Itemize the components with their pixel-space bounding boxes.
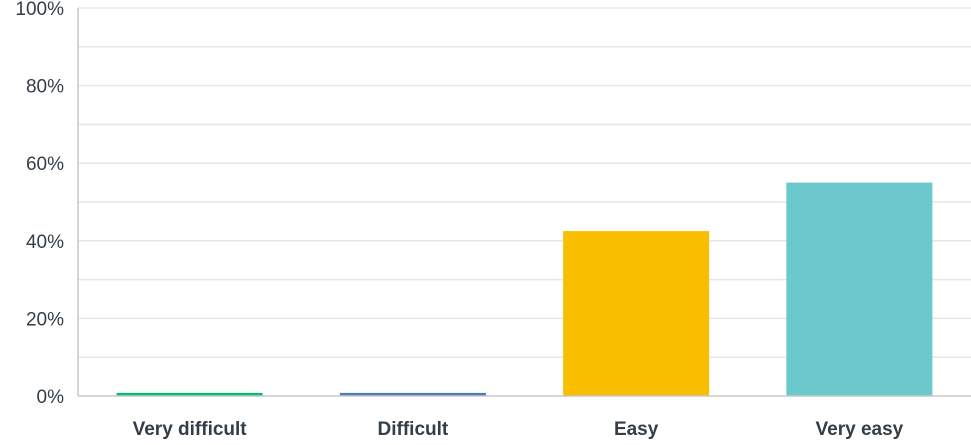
x-category-label: Very easy xyxy=(816,419,904,440)
bar xyxy=(563,231,710,396)
x-category-label: Easy xyxy=(614,419,659,440)
y-tick-label: 0% xyxy=(37,387,65,408)
bar xyxy=(116,392,263,396)
y-tick-label: 40% xyxy=(26,232,64,253)
bar xyxy=(786,182,933,396)
bars xyxy=(116,182,933,396)
y-tick-label: 20% xyxy=(26,309,64,330)
x-category-label: Difficult xyxy=(378,419,449,440)
y-axis-tick-labels: 0% 20% 40% 60% 80% 100% xyxy=(15,0,64,408)
x-axis-category-labels: Very difficult Difficult Easy Very easy xyxy=(133,419,904,440)
gridlines xyxy=(78,7,971,358)
bar xyxy=(339,392,486,396)
x-category-label: Very difficult xyxy=(133,419,248,440)
y-tick-label: 100% xyxy=(15,0,64,20)
y-tick-label: 60% xyxy=(26,154,64,175)
y-tick-label: 80% xyxy=(26,77,64,98)
